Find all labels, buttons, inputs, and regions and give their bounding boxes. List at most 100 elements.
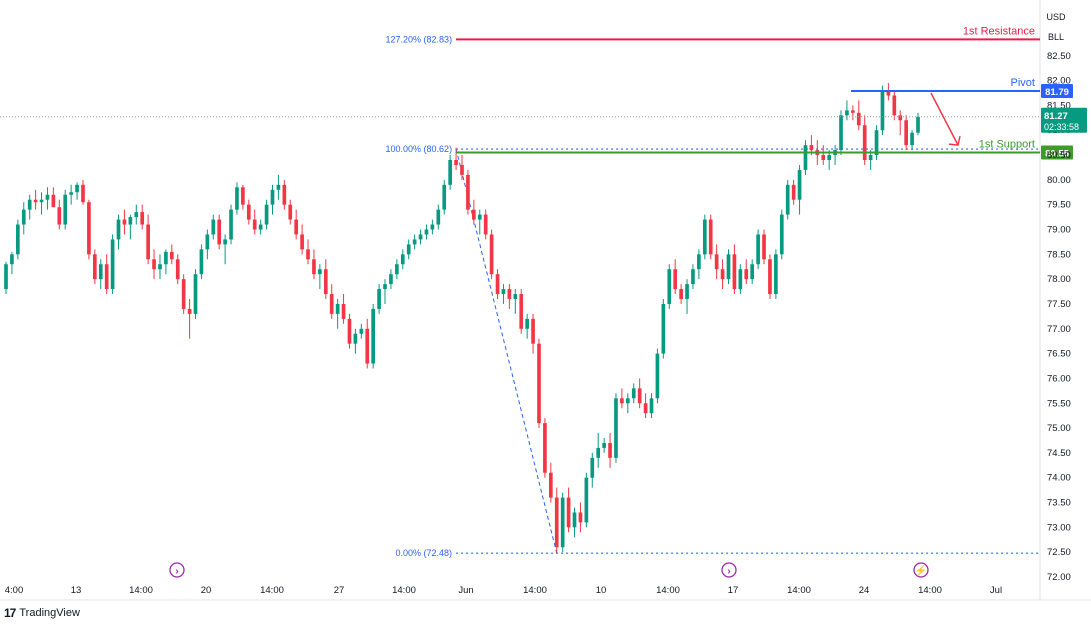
candle-body: [258, 224, 263, 230]
candle-body: [329, 294, 334, 314]
candle-body: [158, 264, 162, 270]
candle-body: [856, 112, 861, 126]
candle-body: [673, 269, 678, 290]
price-tick-label: 74.50: [1047, 448, 1071, 459]
candle-body: [389, 274, 393, 285]
svg-text:›: ›: [727, 566, 730, 577]
candle-body: [235, 187, 239, 210]
unit-label: BLL: [1048, 32, 1064, 42]
price-tick-label: 74.00: [1047, 473, 1071, 484]
candle-body: [596, 447, 601, 458]
candle-body: [323, 269, 328, 295]
candle-body: [495, 274, 500, 295]
price-tick-label: 79.50: [1047, 200, 1071, 211]
level-axis-value: 80.55: [1045, 149, 1069, 160]
time-tick-label: 10: [596, 585, 607, 596]
candle-body: [87, 202, 91, 255]
candle-body: [16, 224, 20, 255]
candle-body: [685, 284, 689, 299]
candle-body: [477, 214, 482, 220]
time-tick-label: 14:00: [523, 585, 547, 596]
time-tick-label: 14:00: [918, 585, 942, 596]
tradingview-mark-icon: 17: [4, 606, 16, 620]
time-tick-label: 14:00: [787, 585, 811, 596]
candle-body: [667, 269, 672, 304]
fib-level-label: 127.20% (82.83): [386, 34, 453, 44]
candle-body: [649, 398, 654, 414]
candle-body: [868, 155, 873, 160]
level-axis-badge: [1041, 83, 1073, 98]
level-name: Pivot: [1011, 77, 1035, 89]
candle-body: [51, 194, 56, 208]
candle-body: [791, 184, 796, 200]
candle-body: [81, 184, 85, 203]
current-price-badge: [1041, 107, 1087, 133]
candle-body: [679, 289, 683, 299]
candle-body: [312, 259, 316, 275]
candle-body: [75, 184, 79, 193]
candle-body: [341, 303, 346, 319]
candle-body: [489, 234, 494, 275]
price-tick-label: 77.00: [1047, 324, 1071, 335]
candle-body: [181, 279, 186, 309]
candle-body: [27, 199, 32, 210]
candle-body: [116, 219, 121, 240]
candle-body: [584, 477, 589, 523]
candle-body: [436, 209, 441, 225]
price-tick-label: 82.50: [1047, 51, 1071, 62]
candle-body: [614, 398, 618, 458]
candle-body: [10, 254, 14, 265]
candle-body: [845, 110, 849, 116]
candle-body: [448, 160, 452, 185]
candle-body: [631, 388, 636, 399]
candle-body: [578, 512, 583, 523]
candle-body: [430, 224, 435, 230]
candle-body: [774, 254, 778, 295]
candle-body: [4, 264, 8, 290]
candle-body: [63, 194, 68, 225]
candle-body: [637, 388, 642, 404]
candle-body: [140, 212, 145, 225]
candle-body: [169, 251, 174, 260]
candle-body: [501, 289, 506, 295]
price-tick-label: 75.50: [1047, 398, 1071, 409]
candle-body: [785, 184, 790, 215]
candle-body: [122, 219, 127, 225]
time-tick-label: 17: [728, 585, 739, 596]
price-tick-label: 80.00: [1047, 175, 1071, 186]
tradingview-logo: 17 TradingView: [4, 606, 80, 620]
candle-body: [874, 130, 879, 156]
currency-label: USD: [1046, 12, 1066, 22]
candle-body: [720, 269, 725, 280]
down-arrow-head-icon: [948, 135, 961, 146]
candle-body: [880, 90, 885, 131]
candle-body: [264, 204, 269, 225]
candle-body: [335, 303, 340, 314]
candle-body: [655, 353, 660, 399]
candle-body: [383, 284, 387, 290]
candle-body: [691, 269, 695, 285]
candle-body: [756, 234, 760, 265]
candle-body: [750, 264, 755, 280]
candle-body: [294, 219, 299, 235]
candle-body: [193, 274, 198, 314]
candle-body: [732, 254, 737, 290]
candle-body: [69, 192, 73, 195]
candle-body: [797, 169, 802, 200]
candle-body: [460, 164, 464, 175]
level-axis-badge: [1041, 145, 1073, 160]
candle-body: [134, 212, 139, 218]
time-tick-label: 27: [334, 585, 345, 596]
candle-body: [768, 259, 772, 295]
levels: 1st Resistance Pivot 81.79 1st Support 80.55: [0, 25, 1073, 160]
level-name: 1st Resistance: [963, 25, 1035, 37]
price-tick-label: 76.50: [1047, 349, 1071, 360]
price-tick-label: 78.00: [1047, 274, 1071, 285]
candle-body: [483, 214, 488, 235]
candle-body: [625, 398, 630, 404]
candle-body: [164, 251, 168, 265]
candle-body: [98, 264, 103, 280]
price-tick-label: 79.00: [1047, 225, 1071, 236]
candle-body: [608, 442, 612, 458]
